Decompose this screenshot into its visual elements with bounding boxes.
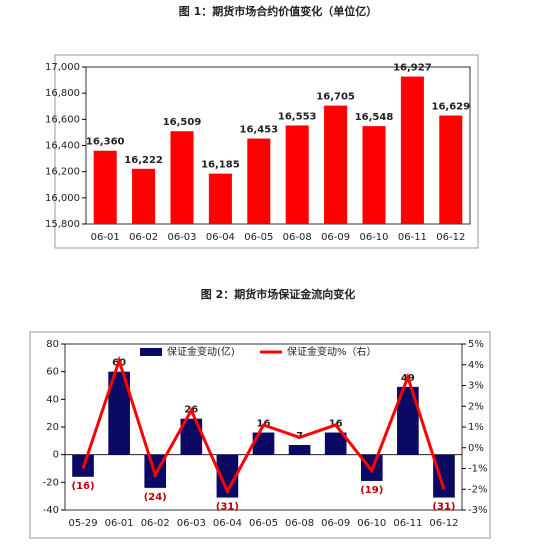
- bar: [362, 126, 386, 224]
- y2-tick-label: 5%: [468, 339, 484, 350]
- x-tick-label: 06-11: [398, 232, 427, 243]
- bar: [324, 105, 348, 224]
- x-tick-label: 06-01: [91, 232, 120, 243]
- bar: [132, 168, 156, 224]
- value-label: 16,453: [240, 125, 279, 136]
- bar: [397, 386, 419, 455]
- chart-title: 图 1：期货市场合约价值变化（单位亿）: [179, 4, 377, 18]
- bar: [93, 150, 117, 224]
- value-label: (31): [216, 502, 239, 513]
- y-tick-label: 16,200: [45, 167, 80, 178]
- y-tick-label: 0: [53, 450, 59, 461]
- y2-tick-label: 0%: [468, 443, 484, 454]
- value-label: (16): [72, 481, 95, 492]
- x-tick-label: 06-09: [321, 232, 350, 243]
- value-label: (31): [432, 502, 455, 513]
- x-tick-label: 06-12: [429, 518, 458, 529]
- y-tick-label: -40: [43, 505, 59, 516]
- bar: [216, 454, 239, 498]
- value-label: (24): [144, 492, 167, 503]
- x-tick-label: 06-03: [177, 518, 206, 529]
- bar: [252, 432, 275, 455]
- bar: [180, 418, 203, 455]
- bar: [433, 454, 455, 498]
- line: [81, 355, 446, 495]
- x-tick-label: 06-12: [436, 232, 465, 243]
- x-tick-label: 06-01: [105, 518, 134, 529]
- x-tick-label: 06-05: [249, 518, 278, 529]
- y-tick-label: 20: [46, 422, 59, 433]
- value-label: 16,553: [278, 111, 317, 122]
- y2-tick-label: 1%: [468, 422, 484, 433]
- x-tick-label: 06-10: [359, 232, 388, 243]
- bar: [285, 125, 309, 224]
- x-tick-label: 06-11: [393, 518, 422, 529]
- bar: [170, 131, 194, 224]
- y2-tick-label: -3%: [468, 505, 487, 516]
- chart-frame: [29, 331, 491, 539]
- x-tick-label: 06-02: [129, 232, 158, 243]
- x-tick-label: 06-04: [213, 518, 242, 529]
- y2-tick-label: 4%: [468, 360, 484, 371]
- value-label: 16,509: [163, 117, 202, 128]
- value-label: 16,927: [393, 63, 432, 74]
- y2-tick-label: 3%: [468, 381, 484, 392]
- y-tick-label: 16,000: [45, 193, 80, 204]
- x-tick-label: 06-10: [357, 518, 386, 529]
- y-tick-label: 17,000: [45, 62, 80, 73]
- x-tick-label: 06-08: [283, 232, 312, 243]
- y-tick-label: 40: [46, 394, 59, 405]
- x-tick-label: 06-03: [167, 232, 196, 243]
- x-tick-label: 05-29: [69, 518, 98, 529]
- x-tick-label: 06-09: [321, 518, 350, 529]
- value-label: 16,548: [355, 112, 394, 123]
- y-tick-label: 16,800: [45, 88, 80, 99]
- x-tick-label: 06-04: [206, 232, 235, 243]
- y-tick-label: 80: [46, 339, 59, 350]
- bar: [247, 138, 271, 224]
- bar: [108, 371, 130, 455]
- y2-tick-label: -2%: [468, 484, 487, 495]
- x-tick-label: 06-05: [244, 232, 273, 243]
- chart-frame: [54, 54, 479, 249]
- bar: [439, 115, 463, 224]
- legend-swatch: [140, 348, 162, 356]
- value-label: 16,705: [316, 92, 355, 103]
- legend-label: 保证金变动(亿): [167, 345, 235, 358]
- bar: [400, 76, 424, 224]
- value-label: 16,222: [124, 155, 163, 166]
- value-label: (19): [360, 485, 383, 496]
- bar: [288, 444, 311, 455]
- y-tick-label: 15,800: [45, 219, 80, 230]
- legend-label: 保证金变动%（右）: [287, 345, 377, 358]
- x-tick-label: 06-02: [141, 518, 170, 529]
- value-label: 16,185: [201, 160, 240, 171]
- y2-tick-label: -1%: [468, 464, 487, 475]
- chart-title: 图 2：期货市场保证金流向变化: [201, 287, 355, 301]
- y2-tick-label: 2%: [468, 401, 484, 412]
- value-label: 16,360: [86, 137, 125, 148]
- bar: [208, 173, 232, 224]
- x-tick-label: 06-08: [285, 518, 314, 529]
- y-tick-label: 16,600: [45, 114, 80, 125]
- y-tick-label: 16,400: [45, 141, 80, 152]
- y-tick-label: -20: [43, 477, 59, 488]
- value-label: 16,629: [432, 102, 471, 113]
- y-tick-label: 60: [46, 367, 59, 378]
- bar: [324, 432, 347, 455]
